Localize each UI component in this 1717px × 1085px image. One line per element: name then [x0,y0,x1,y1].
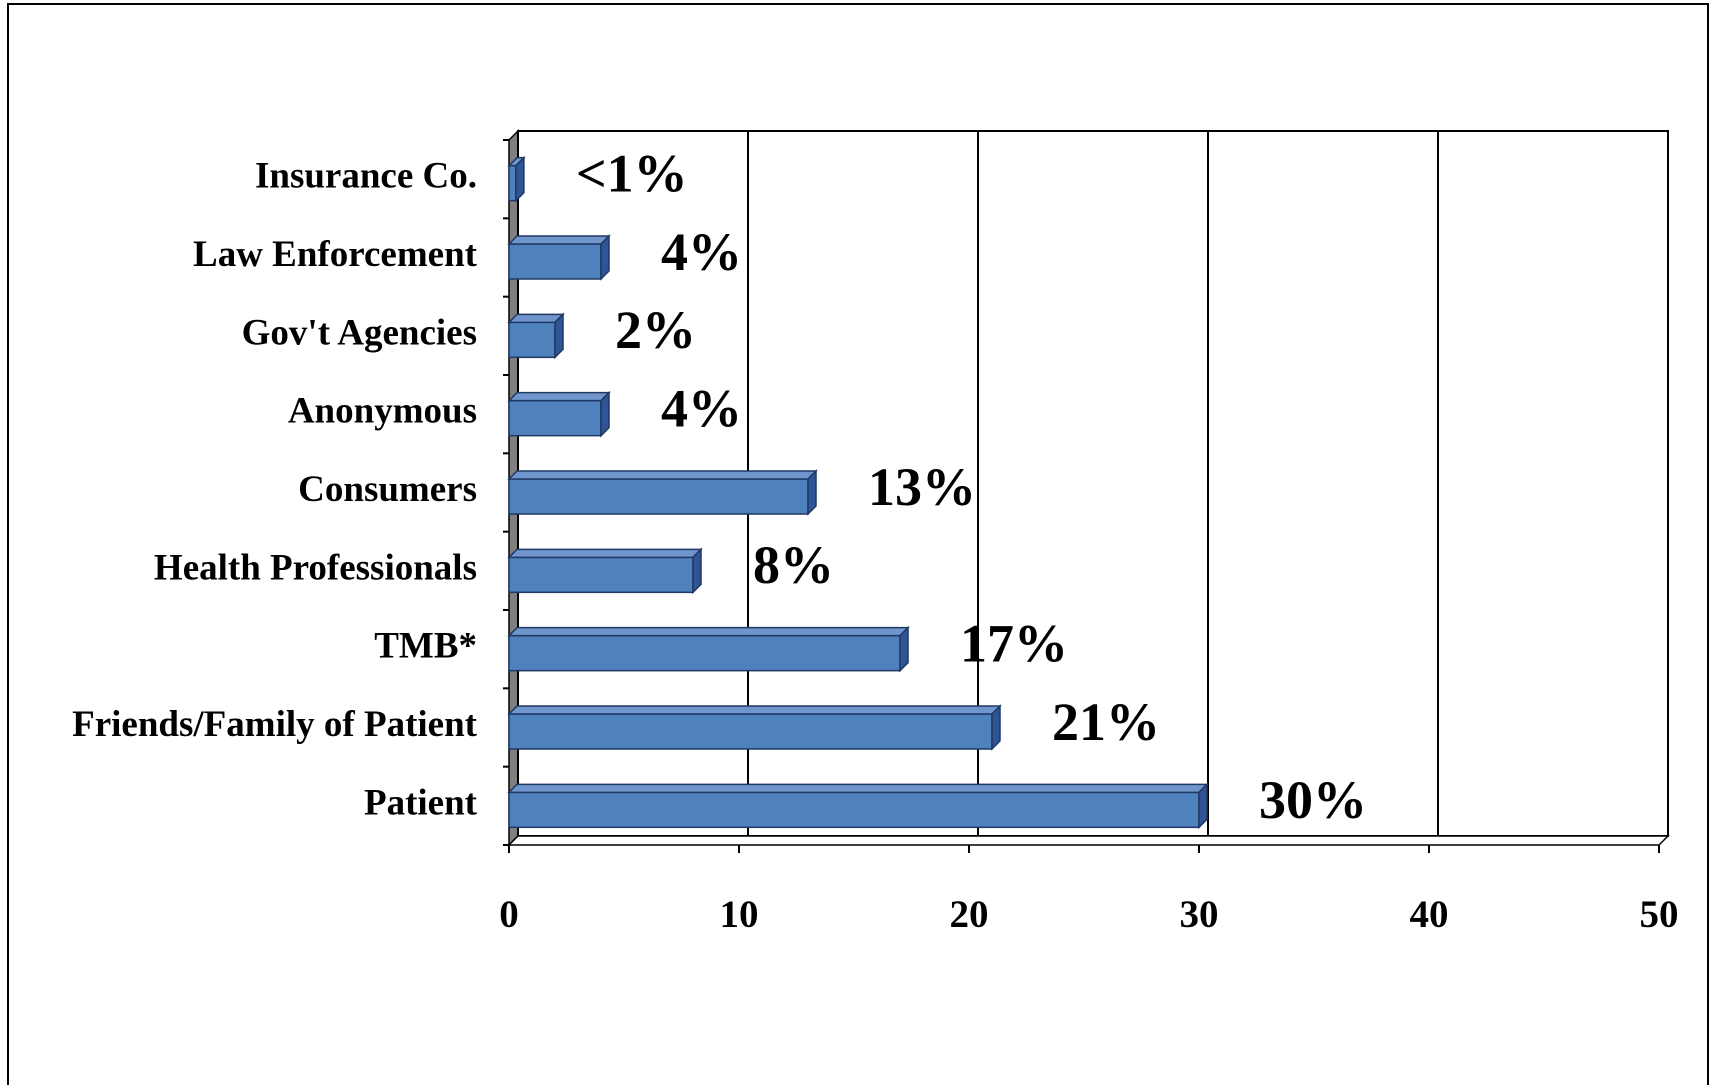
data-label: 21% [1052,692,1160,752]
bar-top [507,783,1209,794]
data-label: <1% [576,144,688,204]
bar-side [600,234,610,281]
bar-top [507,235,611,245]
bar [507,547,703,595]
y-tick-label: Friends/Family of Patient [72,704,478,745]
bar [507,234,611,281]
data-label: 8% [753,535,834,595]
data-label: 17% [960,614,1068,674]
bar [507,469,818,516]
bar-side [692,547,702,595]
bar-front [508,478,809,515]
bar-top [507,705,1002,715]
floor [507,835,1670,846]
bar [507,704,1002,751]
bar-top [507,626,910,637]
data-label: 2% [615,300,696,360]
data-label: 4% [661,379,742,439]
bar [507,625,910,673]
x-tick-label: 50 [1640,893,1679,936]
bar-front [508,791,1200,829]
bar [507,155,526,203]
bar-front [508,164,517,202]
y-tick-label: Insurance Co. [255,156,477,197]
bar-front [508,713,993,750]
x-tick-label: 10 [720,893,759,936]
bar-front [508,634,901,672]
bar-top [507,313,565,324]
chart-border [7,3,1709,1085]
bar-front [508,243,602,280]
x-tick-label: 40 [1410,893,1449,936]
bar [507,390,611,438]
bar-front [508,399,602,437]
y-tick-label: Anonymous [288,391,477,432]
data-label: 13% [868,457,976,517]
bar [507,312,565,360]
y-tick-label: Patient [364,782,478,823]
data-label: 30% [1259,770,1367,830]
bar-front [508,321,556,359]
bar-side [899,625,909,673]
bar-side [1198,782,1208,830]
y-tick-label: Health Professionals [154,547,477,588]
bar [507,782,1209,830]
bar-top [507,391,611,402]
bar-side [515,155,525,203]
x-tick-label: 20 [950,893,989,936]
data-label: 4% [661,222,742,282]
y-tick-label: TMB* [374,626,477,667]
bar-top [507,548,703,559]
bar-side [991,704,1001,751]
y-tick-label: Consumers [298,469,477,510]
bar-front [508,556,694,594]
x-tick-label: 30 [1180,893,1219,936]
x-tick-label: 0 [499,893,519,936]
bar-side [554,312,564,360]
bar-top [507,470,818,480]
y-tick-label: Gov't Agencies [242,312,477,353]
y-tick-label: Law Enforcement [193,234,478,275]
bar-side [600,390,610,438]
bar-side [807,469,817,516]
